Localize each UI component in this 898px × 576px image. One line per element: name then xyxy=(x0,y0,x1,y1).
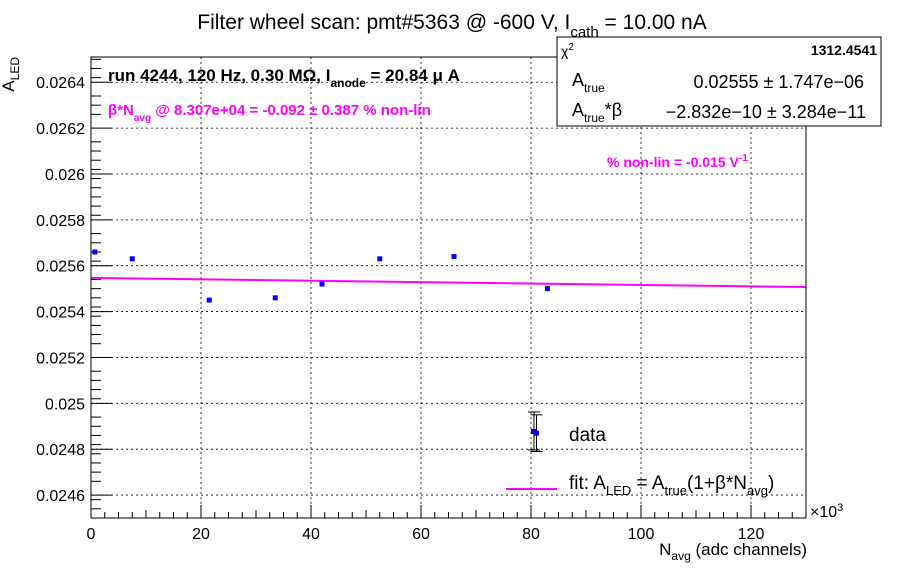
plot-frame xyxy=(90,56,807,519)
fit-line xyxy=(90,276,807,289)
chi2-label: χ2 xyxy=(561,42,574,59)
y-tick-label: 0.026 xyxy=(45,167,85,184)
y-tick-label: 0.0246 xyxy=(36,488,85,505)
stats-box-frame xyxy=(556,36,882,127)
data-point xyxy=(206,297,212,303)
atrue-beta-label: Atrue*β xyxy=(572,100,622,125)
data-point xyxy=(534,430,539,436)
legend-fit-label: fit: ALED = Atrue(1+β*Navg) xyxy=(569,473,774,498)
x-tick-label: 20 xyxy=(192,526,210,543)
y-tick-label: 0.0264 xyxy=(36,75,85,92)
legend-data-label: data xyxy=(569,425,606,446)
data-point xyxy=(377,256,383,262)
y-tick-label: 0.0254 xyxy=(36,305,85,322)
data-point xyxy=(92,249,98,255)
x-tick-label: 0 xyxy=(87,526,96,543)
plot-area xyxy=(91,57,806,518)
x-axis-label: Navg (adc channels) xyxy=(659,540,807,563)
y-tick-label: 0.0248 xyxy=(36,442,85,459)
y-tick-label: 0.0256 xyxy=(36,259,85,276)
atrue-beta-value: −2.832e−10 ± 3.284e−11 xyxy=(666,102,866,122)
atrue-label: Atrue xyxy=(572,70,605,95)
atrue-value: 0.02555 ± 1.747e−06 xyxy=(693,72,864,92)
beta-annotation: β*Navg @ 8.307e+04 = -0.092 ± 0.387 % no… xyxy=(108,102,431,124)
data-point xyxy=(272,295,278,301)
stats-box: χ2 1312.4541 Atrue 0.02555 ± 1.747e−06 A… xyxy=(556,36,882,127)
chart-title: Filter wheel scan: pmt#5363 @ -600 V, Ic… xyxy=(197,11,706,41)
x-tick-label: 80 xyxy=(522,526,540,543)
y-axis-label: ALED xyxy=(0,57,22,92)
y-tick-label: 0.0252 xyxy=(36,350,85,367)
x-multiplier: ×103 xyxy=(810,502,843,521)
y-tick-label: 0.0262 xyxy=(36,121,85,138)
run-annotation: run 4244, 120 Hz, 0.30 MΩ, Ianode = 20.8… xyxy=(108,66,460,90)
chi2-value: 1312.4541 xyxy=(811,42,877,58)
y-tick-label: 0.025 xyxy=(45,396,85,413)
x-tick-label: 120 xyxy=(738,526,765,543)
nonlin-annotation: % non-lin = -0.015 V-1 xyxy=(607,153,748,170)
legend: data fit: ALED = Atrue(1+β*Navg) xyxy=(506,411,774,498)
y-tick-label: 0.0258 xyxy=(36,213,85,230)
data-point xyxy=(545,286,550,292)
x-tick-label: 40 xyxy=(302,526,320,543)
data-point xyxy=(319,281,325,287)
axis-tick-labels: 0 20 40 60 80 100 120 0.0246 0.0248 0.025 0.0252 0.… xyxy=(36,75,764,543)
legend-data-marker xyxy=(531,429,536,434)
grid xyxy=(91,57,806,518)
axis-ticks xyxy=(90,58,807,519)
x-tick-label: 100 xyxy=(628,526,655,543)
data-point xyxy=(129,256,135,262)
data-point xyxy=(451,254,457,260)
data-points xyxy=(92,249,550,452)
x-tick-label: 60 xyxy=(412,526,430,543)
